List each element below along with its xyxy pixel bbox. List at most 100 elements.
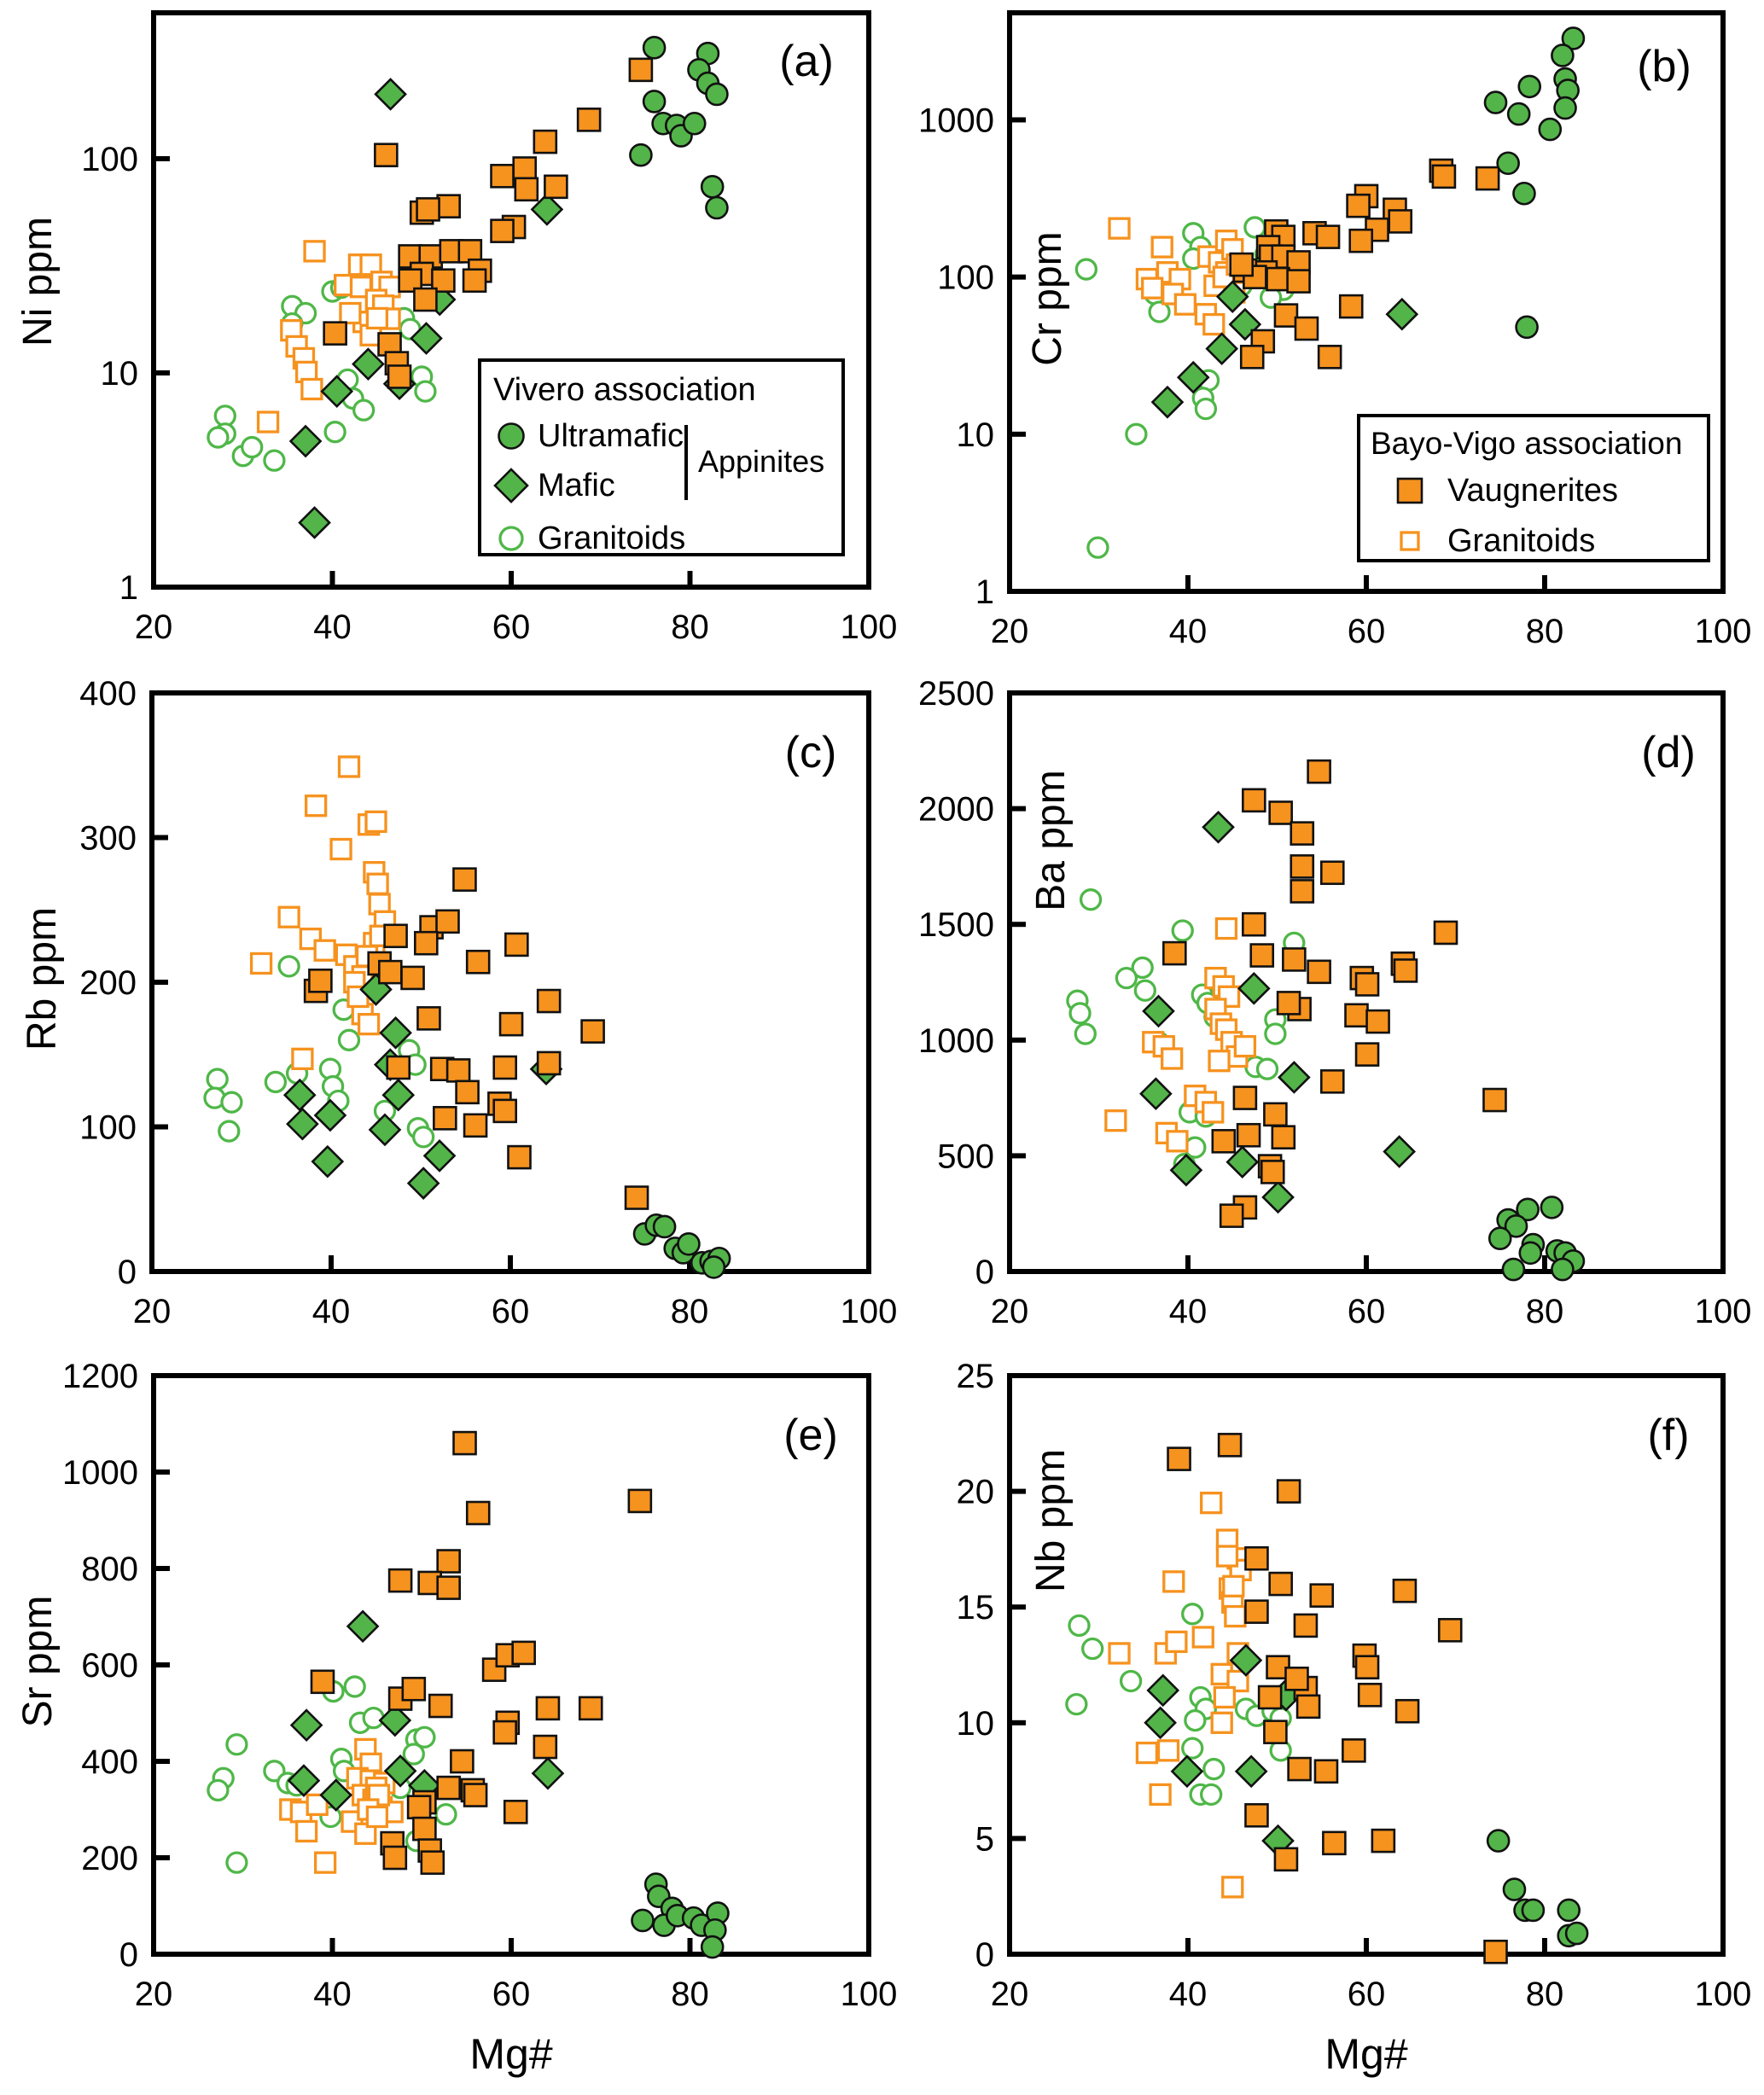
marker-granitoids_bv [1166,1130,1189,1153]
marker-vaugnerites [1244,1545,1269,1571]
marker-ultramafic [1504,1214,1528,1238]
marker-vaugnerites [1263,1720,1288,1744]
panel-letter-a: (a) [779,37,834,86]
marker-granitoids_vivero [1200,1783,1223,1807]
marker-vaugnerites [412,1816,437,1842]
x-tick-label-e-60: 60 [492,1976,531,2013]
marker-vaugnerites [1342,1738,1366,1763]
marker-granitoids_vivero [207,426,230,449]
marker-vaugnerites [406,1795,432,1819]
marker-ultramafic [700,1935,725,1959]
y-tick-label-f-0: 0 [975,1936,994,1974]
marker-vaugnerites [1319,1069,1345,1094]
marker-granitoids_vivero [220,1091,243,1114]
marker-mafic [311,1144,345,1178]
y-tick-label-f-20: 20 [957,1474,995,1511]
legend-vivero: Vivero association Ultramafic Mafic Gran… [478,358,845,556]
marker-vaugnerites [1309,1583,1335,1608]
marker-vaugnerites [1319,860,1345,886]
marker-vaugnerites [1273,1847,1299,1872]
axis-box-c [149,690,871,1274]
marker-mafic [289,1708,323,1742]
marker-granitoids_bv [1213,1685,1236,1709]
legend-item-label: Granitoids [538,521,686,556]
marker-vaugnerites [580,1019,605,1044]
marker-granitoids_vivero [1194,397,1218,421]
marker-vaugnerites [436,194,461,218]
y-tick-label-d-2000: 2000 [918,791,994,829]
marker-vaugnerites [1431,164,1457,189]
marker-granitoids_vivero [1074,258,1098,281]
x-tick-label-d-60: 60 [1348,1293,1386,1330]
marker-granitoids_vivero [323,421,346,444]
marker-mafic [1234,1755,1268,1789]
panel-letter-c: (c) [784,728,837,777]
x-axis-label-f: Mg# [1324,2030,1408,2078]
marker-vaugnerites [1290,879,1315,904]
y-tick-label-f-5: 5 [975,1820,994,1858]
marker-granitoids_bv [1202,1101,1225,1124]
marker-vaugnerites [507,1144,532,1170]
y-tick-label-c-400: 400 [79,675,137,713]
marker-mafic [282,1078,317,1112]
marker-granitoids_bv [1233,1034,1257,1058]
marker-granitoids_bv [313,939,336,962]
marker-vaugnerites [1268,1571,1293,1597]
marker-granitoids_bv [1210,1711,1233,1734]
marker-vaugnerites [492,1098,518,1124]
marker-vaugnerites [1393,958,1418,983]
marker-vaugnerites [413,287,438,312]
marker-granitoids_bv [1162,1570,1185,1593]
marker-vaugnerites [382,1845,408,1871]
marker-vaugnerites [1483,1939,1508,1964]
marker-granitoids_vivero [402,1743,425,1766]
legend-item-granitoids-bayo-vigo: Granitoids [1360,522,1707,560]
marker-mafic [286,1107,319,1141]
marker-ultramafic [1518,1241,1543,1266]
marker-granitoids_vivero [218,1120,241,1143]
marker-ultramafic [705,195,729,220]
marker-granitoids_bv [300,377,323,401]
marker-ultramafic [705,82,729,107]
marker-vaugnerites [1317,345,1342,370]
marker-mafic [1176,360,1210,394]
marker-granitoids_bv [1173,293,1197,316]
y-tick-label-c-100: 100 [79,1109,137,1147]
marker-ultramafic [642,90,667,113]
marker-ultramafic [700,175,725,199]
marker-vaugnerites [490,218,515,243]
marker-mafic [422,1139,457,1173]
appinites-bracket [684,425,688,500]
y-tick-label-b-10: 10 [957,416,995,454]
marker-vaugnerites [452,1430,477,1456]
x-tick-label-f-40: 40 [1169,1976,1208,2013]
x-tick-label-d-100: 100 [1695,1293,1752,1330]
y-tick-label-a-10: 10 [101,355,139,393]
marker-vaugnerites [1354,1042,1380,1067]
marker-ultramafic [702,1255,726,1279]
marker-vaugnerites [1392,1578,1418,1603]
marker-granitoids_vivero [1074,1022,1097,1045]
marker-granitoids_vivero [337,1028,361,1051]
marker-granitoids_vivero [1131,956,1154,980]
marker-granitoids_vivero [434,1802,457,1826]
marker-mafic [1202,810,1235,844]
marker-granitoids_vivero [1264,1022,1287,1045]
ultramafic-marker-icon [492,417,530,455]
legend-item-granitoids-vivero: Granitoids [481,520,841,557]
marker-granitoids_bv [1208,1050,1231,1073]
marker-vaugnerites [400,965,425,991]
y-tick-label-c-300: 300 [79,820,137,858]
marker-granitoids_bv [329,837,352,861]
x-tick-label-e-40: 40 [313,1976,352,2013]
marker-mafic [531,1756,565,1790]
marker-vaugnerites [1260,1160,1285,1184]
marker-mafic [1144,1706,1177,1740]
marker-mafic [352,347,385,381]
panel-letter-b: (b) [1637,42,1691,91]
y-tick-label-f-25: 25 [957,1358,995,1395]
marker-vaugnerites [398,268,422,294]
marker-granitoids_vivero [225,1733,248,1756]
marker-vaugnerites [533,129,558,154]
